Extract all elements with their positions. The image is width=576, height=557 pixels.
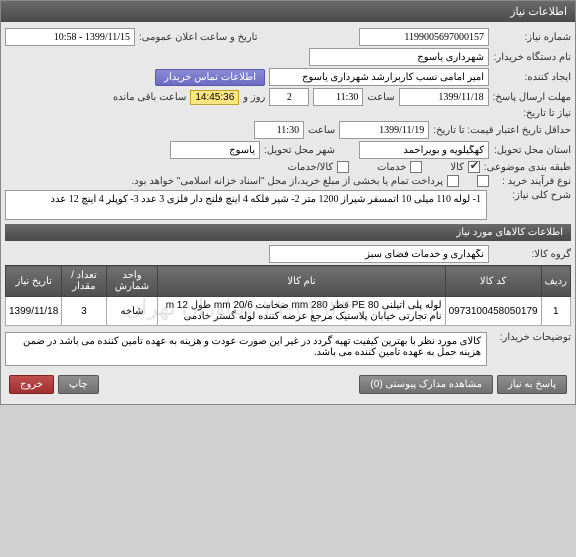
saat-label-2: ساعت bbox=[308, 125, 335, 136]
description-label: شرح کلی نیاز: bbox=[493, 190, 571, 201]
description-field[interactable]: 1- لوله 110 میلی 10 اتمسفر شیراز 1200 مت… bbox=[5, 190, 487, 220]
kala-label: کالا bbox=[450, 162, 464, 173]
khadamat-label: خدمات bbox=[377, 162, 406, 173]
table-header-row: ردیف کد کالا نام کالا واحد شمارش تعداد /… bbox=[6, 266, 571, 297]
deadline-time-field[interactable] bbox=[313, 88, 363, 106]
window-title: اطلاعات نیاز bbox=[1, 1, 575, 22]
table-row[interactable]: 1 0973100458050179 لوله پلی اتیلنی PE 80… bbox=[6, 297, 571, 326]
need-info-window: اطلاعات نیاز شماره نیاز: تاریخ و ساعت اع… bbox=[0, 0, 576, 405]
buyer-notes-field[interactable]: کالای مورد نظر با بهترین کیفیت تهیه گردد… bbox=[5, 332, 487, 366]
days-left-field bbox=[269, 88, 309, 106]
validity-time-field[interactable] bbox=[254, 121, 304, 139]
kala-checkbox[interactable] bbox=[468, 161, 480, 173]
col-date: تاریخ نیاز bbox=[6, 266, 62, 297]
announce-label: تاریخ و ساعت اعلان عمومی: bbox=[139, 32, 258, 43]
partial-pay-checkbox[interactable] bbox=[447, 175, 459, 187]
buyer-org-field[interactable] bbox=[309, 48, 489, 66]
remain-label: ساعت باقی مانده bbox=[113, 92, 186, 103]
col-name: نام کالا bbox=[158, 266, 445, 297]
need-number-label: شماره نیاز: bbox=[493, 32, 571, 43]
cell-index: 1 bbox=[541, 297, 570, 326]
rooz-label: روز و bbox=[243, 92, 265, 103]
province-label: استان محل تحویل: bbox=[493, 145, 571, 156]
goods-group-label: گروه کالا: bbox=[493, 249, 571, 260]
col-unit: واحد شمارش bbox=[106, 266, 158, 297]
goods-table: ردیف کد کالا نام کالا واحد شمارش تعداد /… bbox=[5, 265, 571, 326]
goods-section-header: اطلاعات کالاهای مورد نیاز bbox=[5, 224, 571, 241]
col-code: کد کالا bbox=[445, 266, 541, 297]
cell-date: 1399/11/18 bbox=[6, 297, 62, 326]
cell-unit: شاخه bbox=[106, 297, 158, 326]
deadline-date-field[interactable] bbox=[399, 88, 489, 106]
view-attachments-button[interactable]: مشاهده مدارک پیوستی (0) bbox=[359, 375, 493, 394]
to-date-label: نیاز تا تاریخ: bbox=[493, 108, 571, 119]
process-type-label: نوع فرآیند خرید : bbox=[493, 176, 571, 187]
reply-to-need-button[interactable]: پاسخ به نیاز bbox=[497, 375, 567, 394]
creator-label: ایجاد کننده: bbox=[493, 72, 571, 83]
goods-group-field[interactable] bbox=[269, 245, 489, 263]
kala-khadamat-label: کالا/خدمات bbox=[288, 162, 334, 173]
cell-code: 0973100458050179 bbox=[445, 297, 541, 326]
cell-name: لوله پلی اتیلنی PE 80 قطر mm 280 ضخامت m… bbox=[158, 297, 445, 326]
print-button[interactable]: چاپ bbox=[58, 375, 99, 394]
classification-label: طبقه بندی موضوعی: bbox=[484, 162, 571, 173]
kala-khadamat-checkbox[interactable] bbox=[337, 161, 349, 173]
city-field[interactable] bbox=[170, 141, 260, 159]
cell-qty: 3 bbox=[62, 297, 106, 326]
creator-field[interactable] bbox=[269, 68, 489, 86]
partial-pay-label: پرداخت تمام یا بخشی از مبلغ خرید،از محل … bbox=[131, 176, 443, 187]
time-left-badge: 14:45:36 bbox=[190, 90, 239, 105]
exit-button[interactable]: خروج bbox=[9, 375, 54, 394]
province-field[interactable] bbox=[359, 141, 489, 159]
col-qty: تعداد / مقدار bbox=[62, 266, 106, 297]
buyer-notes-label: توضیحات خریدار: bbox=[493, 332, 571, 343]
validity-date-field[interactable] bbox=[339, 121, 429, 139]
city-label: شهر محل تحویل: bbox=[264, 145, 335, 156]
khadamat-checkbox[interactable] bbox=[410, 161, 422, 173]
validity-label: حداقل تاریخ اعتبار قیمت: تا تاریخ: bbox=[433, 125, 571, 136]
buyer-org-label: نام دستگاه خریدار: bbox=[493, 52, 571, 63]
saat-label-1: ساعت bbox=[367, 92, 394, 103]
process-checkbox-1[interactable] bbox=[477, 175, 489, 187]
contact-info-button[interactable]: اطلاعات تماس خریدار bbox=[155, 69, 265, 86]
announce-field[interactable] bbox=[5, 28, 135, 46]
need-number-field[interactable] bbox=[359, 28, 489, 46]
col-index: ردیف bbox=[541, 266, 570, 297]
deadline-label: مهلت ارسال پاسخ: bbox=[493, 92, 571, 103]
